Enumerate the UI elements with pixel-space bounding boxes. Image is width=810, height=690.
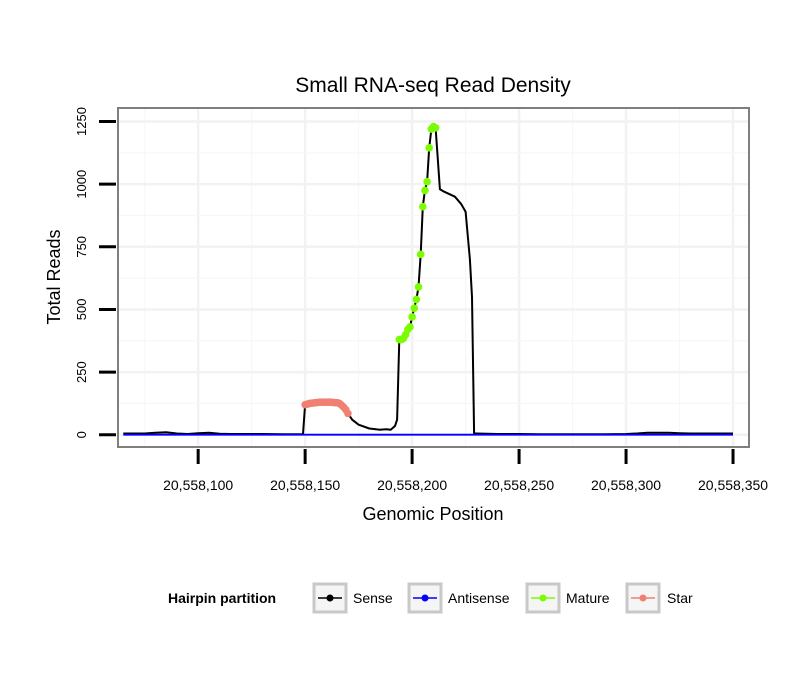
data-point-mature bbox=[431, 123, 440, 132]
data-point-mature bbox=[423, 177, 431, 186]
axes-layer: 20,558,100 20,558,150 20,558,200 20,558,250… bbox=[74, 107, 768, 493]
legend-title: Hairpin partition bbox=[168, 590, 276, 606]
x-tick-label: 20,558,350 bbox=[698, 477, 768, 493]
series-layer bbox=[123, 122, 733, 436]
y-tick-label: 500 bbox=[74, 299, 89, 321]
data-point-mature bbox=[412, 295, 421, 304]
legend-key-star bbox=[625, 582, 661, 614]
legend-label-mature: Mature bbox=[566, 590, 610, 606]
x-axis-label: Genomic Position bbox=[362, 504, 503, 524]
legend-key-sense bbox=[312, 582, 348, 614]
x-tick-label: 20,558,200 bbox=[377, 477, 447, 493]
chart-title: Small RNA-seq Read Density bbox=[295, 74, 571, 97]
x-tick-label: 20,558,100 bbox=[163, 477, 233, 493]
legend-key-antisense bbox=[407, 582, 443, 614]
y-tick-label: 1000 bbox=[74, 170, 89, 199]
plot-panel bbox=[117, 107, 750, 448]
y-tick-label: 0 bbox=[74, 431, 89, 438]
data-point-mature bbox=[410, 304, 419, 312]
y-axis-label: Total Reads bbox=[44, 229, 64, 324]
legend-label-star: Star bbox=[667, 590, 693, 606]
data-point-mature bbox=[406, 323, 414, 331]
legend-label-sense: Sense bbox=[353, 590, 393, 606]
y-tick-label: 250 bbox=[74, 361, 89, 383]
data-point-mature bbox=[419, 202, 427, 211]
data-point-mature bbox=[414, 283, 423, 291]
legend-key-mature bbox=[525, 582, 561, 614]
legend: Hairpin partition Sense Antisense Mature… bbox=[168, 582, 693, 614]
x-tick-label: 20,558,250 bbox=[484, 477, 554, 493]
y-tick-label: 750 bbox=[74, 236, 89, 258]
x-tick-label: 20,558,300 bbox=[591, 477, 661, 493]
data-point-star bbox=[344, 409, 352, 418]
data-point-mature bbox=[416, 250, 425, 259]
data-point-mature bbox=[421, 186, 429, 195]
data-point-mature bbox=[408, 313, 416, 321]
data-point-mature bbox=[425, 144, 434, 152]
y-tick-label: 1250 bbox=[74, 107, 89, 136]
legend-label-antisense: Antisense bbox=[448, 590, 510, 606]
x-tick-label: 20,558,150 bbox=[270, 477, 340, 493]
